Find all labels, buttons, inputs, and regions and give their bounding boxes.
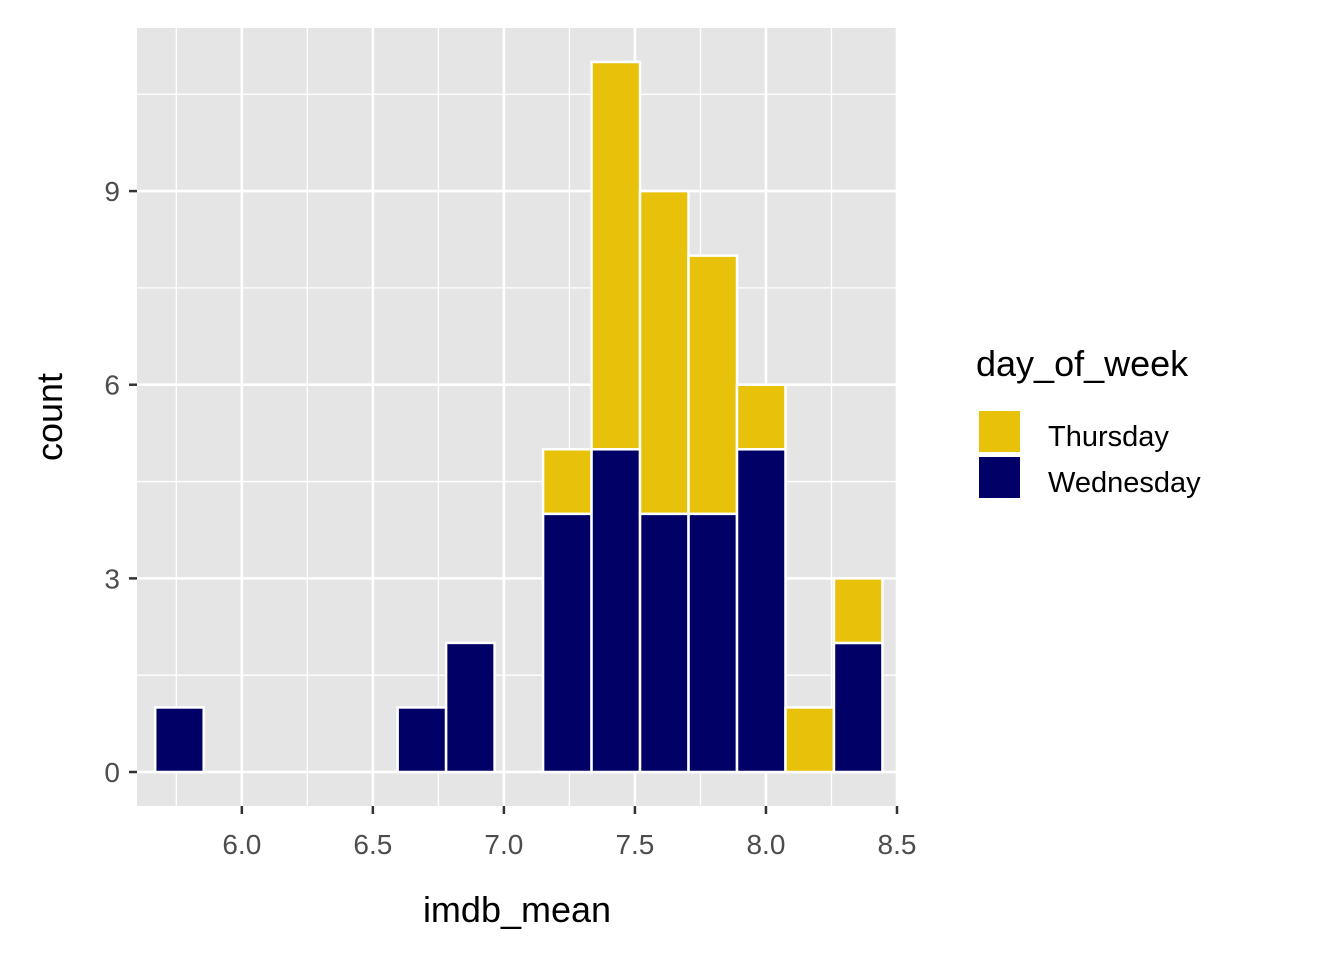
x-tick-label: 7.0 — [484, 829, 523, 860]
legend: day_of_week Thursday Wednesday — [976, 343, 1201, 500]
bar-wednesday-bin-5 — [541, 512, 593, 774]
y-tick-label: 0 — [104, 757, 120, 788]
bar-thursday-bin-7 — [638, 189, 690, 516]
x-tick-label: 8.0 — [746, 829, 785, 860]
bar-wednesday-bin-7 — [638, 512, 690, 774]
bar-wednesday-bin-11 — [832, 641, 884, 774]
x-axis-title: imdb_mean — [423, 889, 611, 930]
x-tick-label: 8.5 — [878, 829, 917, 860]
y-tick-label: 9 — [104, 176, 120, 207]
legend-title: day_of_week — [976, 343, 1189, 384]
bar-wednesday-bin-9 — [735, 448, 787, 774]
y-axis-title: count — [29, 373, 70, 461]
x-tick-label: 7.5 — [615, 829, 654, 860]
legend-label-thursday: Thursday — [1048, 421, 1169, 453]
bar-thursday-bin-5 — [541, 448, 593, 516]
y-tick-label: 6 — [104, 370, 120, 401]
bar-wednesday-bin-4 — [444, 641, 496, 774]
legend-label-wednesday: Wednesday — [1048, 467, 1201, 499]
bar-wednesday-bin-3 — [396, 706, 448, 774]
bar-thursday-bin-9 — [735, 383, 787, 451]
bar-thursday-bin-6 — [590, 60, 642, 451]
legend-swatch-wednesday — [977, 455, 1022, 500]
bar-thursday-bin-10 — [784, 706, 836, 774]
bar-wednesday-bin-0 — [153, 706, 205, 774]
y-axis-tick-labels: 0 3 6 9 — [104, 176, 120, 788]
y-tick-label: 3 — [104, 563, 120, 594]
bar-wednesday-bin-6 — [590, 448, 642, 774]
axis-ticks — [129, 189, 899, 814]
bar-wednesday-bin-8 — [687, 512, 739, 774]
bar-thursday-bin-8 — [687, 254, 739, 516]
legend-swatch-thursday — [977, 409, 1022, 454]
x-axis-tick-labels: 6.0 6.5 7.0 7.5 8.0 8.5 — [222, 829, 916, 860]
bar-thursday-bin-11 — [832, 577, 884, 645]
histogram-bars — [153, 60, 884, 774]
x-tick-label: 6.5 — [353, 829, 392, 860]
x-tick-label: 6.0 — [222, 829, 261, 860]
